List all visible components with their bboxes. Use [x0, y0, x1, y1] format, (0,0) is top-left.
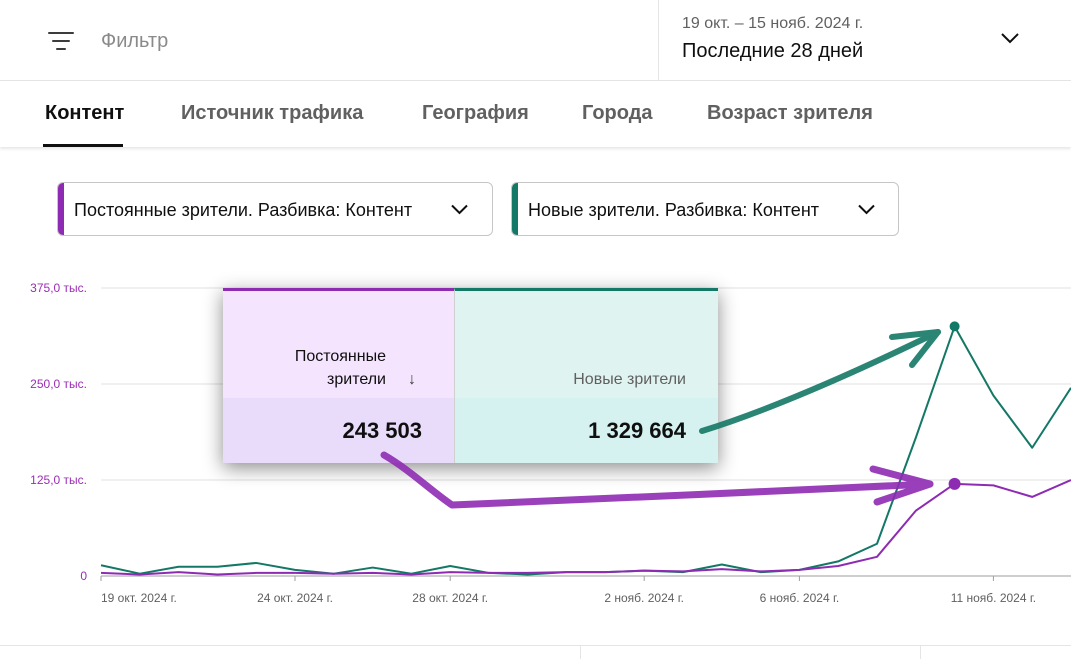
x-tick-label: 11 нояб. 2024 г.: [951, 591, 1036, 605]
new-dropdown-label: Новые зрители. Разбивка: Контент: [528, 200, 820, 220]
new-accent-bar: [512, 183, 518, 235]
tab-bar: Контент Источник трафика География Город…: [0, 81, 1071, 147]
new-value: 1 329 664: [588, 418, 686, 443]
arrow-down-icon: ↓: [408, 371, 416, 388]
x-tick-label: 28 окт. 2024 г.: [412, 591, 488, 605]
y-tick-label: 125,0 тыс.: [30, 473, 87, 487]
returning-header-line1: Постоянные: [294, 348, 386, 365]
y-tick-label: 0: [80, 569, 87, 583]
new-header-label: Новые зрители: [573, 371, 686, 388]
x-tick-label: 19 окт. 2024 г.: [101, 591, 177, 605]
returning-accent-bar: [58, 183, 64, 235]
bottom-column-divider: [920, 645, 921, 659]
returning-viewers-header[interactable]: Постоянные зрители ↓: [223, 288, 454, 398]
returning-viewers-series-line: [100, 479, 1071, 576]
tab-geography[interactable]: География: [422, 102, 529, 124]
chevron-down-icon: [451, 204, 468, 215]
bottom-divider: [0, 645, 1071, 646]
tab-cities[interactable]: Города: [582, 102, 653, 124]
y-tick-label: 375,0 тыс.: [30, 281, 87, 295]
filter-icon[interactable]: [48, 30, 74, 52]
returning-viewers-dropdown[interactable]: Постоянные зрители. Разбивка: Контент: [57, 182, 493, 236]
date-range-selector[interactable]: 19 окт. – 15 нояб. 2024 г. Последние 28 …: [658, 0, 1071, 80]
new-viewers-total: 1 329 664: [454, 398, 718, 463]
x-tick-label: 6 нояб. 2024 г.: [760, 591, 840, 605]
new-viewers-dropdown[interactable]: Новые зрители. Разбивка: Контент: [511, 182, 899, 236]
filter-input[interactable]: Фильтр: [101, 30, 169, 52]
bottom-column-divider: [580, 645, 581, 659]
chevron-down-icon[interactable]: [1001, 32, 1019, 44]
chevron-down-icon: [858, 204, 875, 215]
returning-value: 243 503: [342, 418, 422, 443]
y-tick-label: 250,0 тыс.: [30, 377, 87, 391]
top-bar: Фильтр 19 окт. – 15 нояб. 2024 г. Послед…: [0, 0, 1071, 81]
active-tab-indicator: [43, 144, 123, 147]
highlight-point: [949, 321, 960, 332]
tab-viewer-age[interactable]: Возраст зрителя: [707, 102, 873, 124]
returning-dropdown-label: Постоянные зрители. Разбивка: Контент: [74, 200, 413, 220]
x-tick-label: 2 нояб. 2024 г.: [604, 591, 684, 605]
new-viewers-header[interactable]: Новые зрители: [454, 288, 718, 398]
returning-header-line2: зрители: [327, 371, 386, 388]
tab-traffic-source[interactable]: Источник трафика: [181, 102, 364, 124]
returning-viewers-total: 243 503: [223, 398, 454, 463]
summary-table: Постоянные зрители ↓ Новые зрители 243 5…: [223, 288, 718, 463]
highlight-point: [948, 477, 961, 490]
tab-content[interactable]: Контент: [45, 102, 125, 124]
x-tick-label: 24 окт. 2024 г.: [257, 591, 333, 605]
date-range-preset: Последние 28 дней: [682, 40, 864, 62]
date-range-text: 19 окт. – 15 нояб. 2024 г.: [682, 15, 864, 32]
